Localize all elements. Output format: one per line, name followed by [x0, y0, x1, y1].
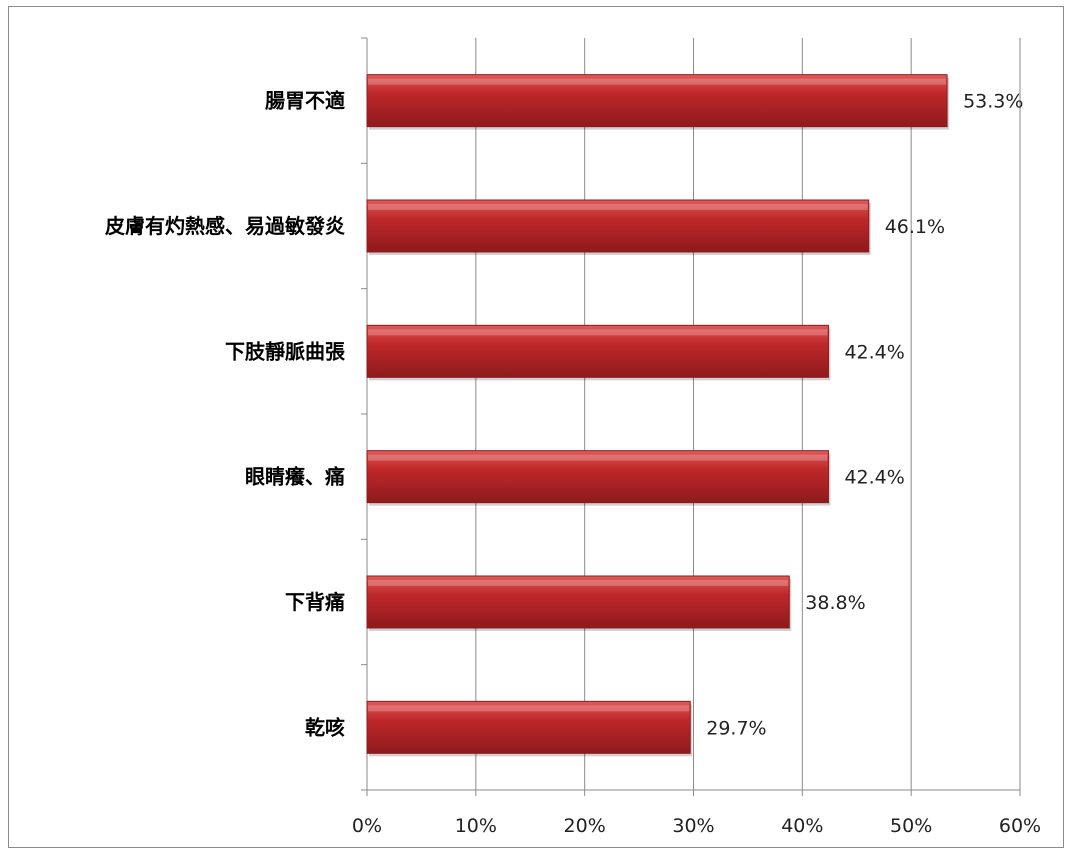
bar: [366, 575, 790, 629]
bar: [366, 450, 829, 504]
data-label: 53.3%: [963, 91, 1023, 113]
bar-highlight: [368, 580, 789, 586]
bar: [366, 199, 870, 253]
bar-highlight: [368, 204, 868, 210]
bar-highlight: [368, 705, 690, 712]
category-label: 下背痛: [285, 590, 345, 614]
x-tick-label: 50%: [890, 815, 932, 837]
x-tick-label: 10%: [455, 815, 497, 837]
category-label: 下肢靜脈曲張: [225, 339, 346, 363]
bar-highlight: [368, 78, 947, 85]
data-label: 29.7%: [706, 717, 766, 739]
grid-layer: [361, 37, 1021, 796]
bar-highlight: [368, 329, 828, 336]
bar: [366, 74, 948, 128]
category-label: 腸胃不適: [265, 89, 345, 113]
bar-layer: [366, 74, 950, 757]
x-tick-label: 20%: [564, 815, 606, 837]
x-tick-label: 60%: [999, 815, 1041, 837]
category-label: 乾咳: [305, 715, 345, 739]
category-label: 皮膚有灼熱感、易過敏發炎: [105, 214, 345, 238]
bar-highlight: [368, 454, 828, 461]
data-label: 38.8%: [805, 592, 865, 614]
x-tick-label: 0%: [352, 815, 382, 837]
data-label: 46.1%: [885, 216, 945, 238]
category-label: 眼睛癢、痛: [245, 465, 345, 489]
data-label: 42.4%: [844, 341, 904, 363]
label-layer: 0% 10% 20% 30% 40% 50% 60% 腸胃不適 53.3% 皮膚有灼熱感、易過敏發…: [105, 89, 1041, 837]
data-label: 42.4%: [844, 467, 904, 489]
x-tick-label: 40%: [781, 815, 823, 837]
x-tick-label: 30%: [672, 815, 714, 837]
bar: [366, 700, 691, 754]
bar: [366, 324, 829, 378]
